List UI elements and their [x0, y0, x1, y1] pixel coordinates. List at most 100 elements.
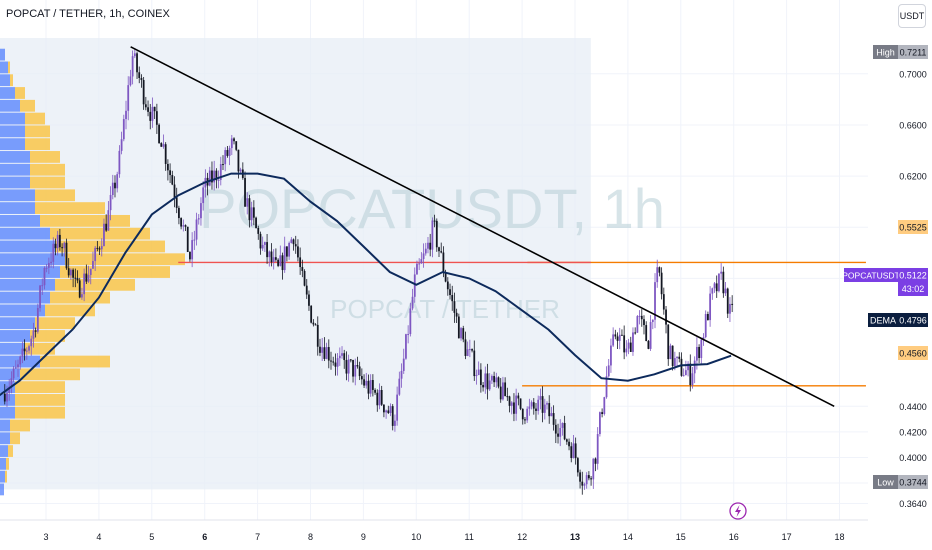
profile-bar-yellow	[55, 278, 135, 291]
profile-bar-blue	[0, 266, 60, 278]
candle-body	[724, 288, 727, 294]
candle-body	[131, 56, 134, 77]
candle-body	[621, 334, 623, 336]
candle-body	[83, 273, 86, 295]
candle-body	[704, 314, 707, 338]
candle-body	[158, 124, 160, 144]
candle-body	[488, 380, 491, 390]
low-label: Low	[877, 478, 894, 488]
lightning-icon[interactable]	[729, 502, 747, 520]
candle-body	[202, 187, 205, 204]
candle-body	[667, 324, 670, 360]
candle-body	[409, 308, 412, 334]
candle-body	[610, 345, 612, 366]
candle-body	[345, 360, 348, 374]
candle-body	[707, 314, 709, 321]
candle-body	[109, 195, 112, 211]
candle-body	[539, 396, 542, 400]
candle-body	[418, 263, 421, 265]
trend-line[interactable]	[130, 46, 835, 408]
candle-body	[369, 380, 372, 394]
candle-body	[398, 378, 401, 395]
last-price-tag: POPCATUSDT 0.5122 43:02	[842, 268, 928, 296]
profile-bar-yellow	[25, 342, 55, 355]
candle-body	[649, 322, 652, 349]
candle-body	[502, 382, 504, 400]
time-tick-label: 11	[465, 532, 474, 542]
level-upper-value: 0.5525	[899, 223, 927, 233]
candle-body	[521, 408, 524, 420]
candle-body	[116, 174, 119, 189]
profile-bar-yellow	[30, 330, 65, 342]
candle-body	[574, 443, 577, 459]
time-axis[interactable]: 3 4 5 6 7 8 9 10 11 12 13 14 15 16 17 18	[0, 519, 868, 550]
profile-bar-blue	[0, 406, 15, 419]
profile-bar-yellow	[20, 99, 35, 112]
dema-line	[0, 172, 732, 397]
price-tick-label: 0.6200	[899, 172, 927, 182]
candle-body	[365, 380, 368, 386]
profile-bar-yellow	[8, 61, 10, 74]
candle-body	[122, 119, 125, 140]
candle-body	[94, 247, 97, 262]
time-tick-label: 8	[308, 532, 313, 542]
candle-body	[358, 366, 361, 377]
price-tick-label: 0.3640	[899, 499, 927, 509]
profile-bar-blue	[0, 74, 10, 87]
candle-body	[166, 163, 169, 171]
candle-body	[402, 358, 405, 371]
profile-bar-blue	[0, 87, 15, 99]
currency-button[interactable]: USDT	[898, 4, 926, 28]
candle-body	[178, 207, 180, 219]
candle-body	[451, 295, 454, 302]
candle-body	[138, 72, 141, 78]
candle-body	[191, 240, 194, 260]
candle-body	[394, 420, 396, 426]
candle-body	[554, 424, 557, 434]
candle-body	[47, 263, 50, 268]
candle-body	[235, 141, 238, 150]
profile-bar-yellow	[10, 432, 20, 445]
candle-body	[687, 363, 689, 371]
profile-bar-blue	[0, 304, 45, 317]
candle-body	[387, 410, 390, 413]
profile-bar-blue	[0, 214, 40, 227]
profile-bar-blue	[0, 432, 10, 445]
candle-body	[585, 475, 588, 485]
symbol-title[interactable]: POPCAT / TETHER, 1h, COINEX	[6, 8, 170, 20]
candle-body	[14, 367, 17, 369]
profile-bar-yellow	[35, 317, 75, 330]
candle-body	[292, 239, 295, 245]
candle-body	[579, 472, 581, 482]
candle-body	[211, 170, 213, 183]
profile-bar-blue	[0, 381, 15, 394]
price-tick-label: 0.7000	[899, 69, 927, 79]
candle-body	[713, 283, 716, 289]
symbol-tag: POPCATUSDT	[842, 271, 899, 281]
candle-body	[482, 384, 484, 388]
candle-body	[34, 330, 37, 332]
profile-bar-yellow	[10, 419, 30, 432]
candle-body	[614, 334, 617, 337]
candle-body	[244, 177, 246, 207]
candle-body	[389, 406, 392, 413]
candle-body	[693, 360, 696, 374]
candle-body	[722, 271, 725, 294]
candle-body	[625, 348, 628, 353]
candle-body	[517, 395, 520, 399]
candle-body	[162, 144, 165, 147]
candle-body	[118, 150, 121, 175]
candle-body	[513, 402, 515, 414]
profile-bar-blue	[0, 330, 30, 342]
time-tick-label: 3	[43, 532, 48, 542]
candle-body	[363, 379, 365, 386]
candle-body	[283, 246, 286, 271]
candle-body	[96, 247, 99, 249]
candle-body	[257, 228, 260, 234]
profile-bar-yellow	[25, 112, 45, 125]
candle-body	[19, 356, 22, 365]
profile-bar-yellow	[10, 74, 13, 87]
candle-body	[297, 246, 299, 258]
candle-body	[376, 392, 379, 406]
